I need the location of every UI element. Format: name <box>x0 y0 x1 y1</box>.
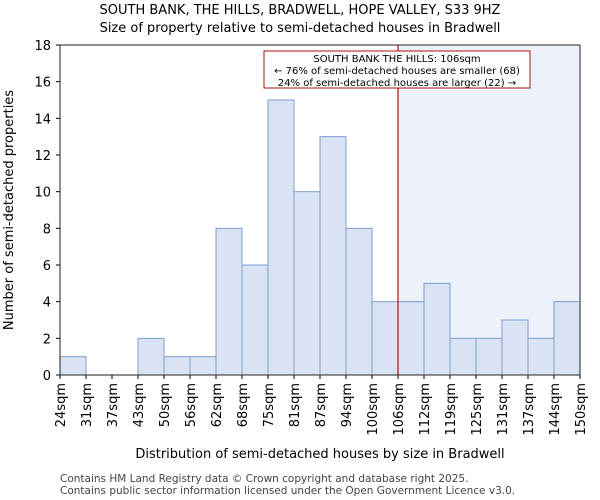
y-tick-label: 2 <box>43 332 51 347</box>
y-tick-label: 8 <box>43 222 51 237</box>
x-tick-label: 75sqm <box>262 383 277 427</box>
annotation-border <box>263 50 531 89</box>
y-tick-label: 18 <box>34 39 51 54</box>
bar-62sqm <box>215 227 243 376</box>
bar-94sqm <box>345 227 373 376</box>
chart-subtitle: Size of property relative to semi-detach… <box>99 21 501 36</box>
bar-87sqm <box>319 136 347 376</box>
bar-131sqm <box>501 319 529 376</box>
x-tick-label: 125sqm <box>470 383 485 436</box>
x-tick-label: 50sqm <box>158 383 173 427</box>
y-tick-label: 0 <box>43 369 51 384</box>
bar-125sqm <box>475 337 503 376</box>
annotation-line-3: 24% of semi-detached houses are larger (… <box>278 78 516 89</box>
x-tick-label: 106sqm <box>392 383 407 436</box>
x-tick-label: 119sqm <box>444 383 459 436</box>
y-axis: 0 2 4 6 8 10 12 14 16 18 <box>34 39 60 384</box>
bars-group <box>59 99 581 376</box>
x-tick-label: 137sqm <box>522 383 537 436</box>
x-tick-label: 131sqm <box>496 383 511 436</box>
bar-137sqm <box>527 337 555 376</box>
plot-frame <box>59 44 581 376</box>
bar-24sqm <box>59 356 87 376</box>
bar-119sqm <box>449 337 477 376</box>
bar-112sqm <box>423 282 451 376</box>
x-tick-label: 56sqm <box>184 383 199 427</box>
x-tick-label: 94sqm <box>340 383 355 427</box>
x-tick-label: 31sqm <box>80 383 95 427</box>
chart-title: SOUTH BANK, THE HILLS, BRADWELL, HOPE VA… <box>99 3 501 18</box>
x-axis-label: Distribution of semi-detached houses by … <box>135 447 504 462</box>
x-tick-label: 81sqm <box>288 383 303 427</box>
histogram-chart: 0 2 4 6 8 10 12 14 16 18 24sqm 31sqm 37sqm 43sqm 50sq… <box>2 39 589 462</box>
bar-81sqm <box>293 191 321 376</box>
annotation-box: SOUTH BANK THE HILLS: 106sqm ← 76% of se… <box>263 50 531 89</box>
x-tick-label: 62sqm <box>210 383 225 427</box>
y-tick-label: 16 <box>34 76 51 91</box>
x-tick-label: 144sqm <box>548 383 563 436</box>
x-tick-label: 37sqm <box>106 383 121 427</box>
bar-43sqm <box>137 337 165 376</box>
y-tick-label: 10 <box>34 186 51 201</box>
bar-50sqm <box>163 356 191 376</box>
y-tick-label: 6 <box>43 259 51 274</box>
bar-56sqm <box>189 356 217 376</box>
x-tick-label: 150sqm <box>574 383 589 436</box>
annotation-line-2: ← 76% of semi-detached houses are smalle… <box>274 66 520 77</box>
bar-106sqm <box>397 301 425 376</box>
x-tick-label: 43sqm <box>132 383 147 427</box>
y-tick-label: 12 <box>34 149 51 164</box>
bar-68sqm <box>241 264 269 376</box>
x-tick-label: 24sqm <box>54 383 69 427</box>
footer-line-2: Contains public sector information licen… <box>60 485 516 497</box>
bar-144sqm <box>553 301 581 376</box>
x-tick-label: 112sqm <box>418 383 433 436</box>
x-tick-label: 100sqm <box>366 383 381 436</box>
x-axis: 24sqm 31sqm 37sqm 43sqm 50sqm 56sqm 62sqm 68sqm… <box>54 375 589 436</box>
y-tick-label: 4 <box>43 296 51 311</box>
y-tick-label: 14 <box>34 112 51 127</box>
footer-line-1: Contains HM Land Registry data © Crown c… <box>60 473 469 485</box>
x-tick-label: 68sqm <box>236 383 251 427</box>
bar-75sqm <box>267 99 295 376</box>
y-axis-label: Number of semi-detached properties <box>2 90 17 330</box>
bar-100sqm <box>371 301 399 376</box>
annotation-line-1: SOUTH BANK THE HILLS: 106sqm <box>313 54 480 65</box>
x-tick-label: 87sqm <box>314 383 329 427</box>
